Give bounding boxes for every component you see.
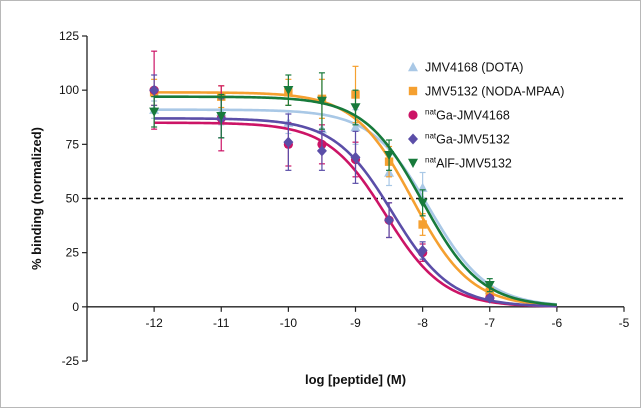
data-point [316, 96, 327, 106]
legend-marker [408, 86, 418, 96]
legend-label: JMV5132 (NODA-MPAA) [425, 85, 564, 99]
data-point [484, 292, 495, 304]
series-0 [149, 98, 557, 306]
y-tick-label: -25 [62, 354, 80, 368]
legend-label-superscript: nat [425, 156, 437, 165]
data-point [418, 220, 427, 229]
y-tick-label: 75 [66, 137, 80, 151]
series-4 [149, 72, 557, 307]
data-point [350, 103, 361, 113]
legend-label-main: Ga-JMV4168 [436, 109, 510, 123]
data-point [417, 198, 428, 208]
legend-label: natGa-JMV5132 [425, 132, 510, 147]
data-point [384, 150, 395, 161]
legend-label-superscript: nat [425, 132, 437, 141]
data-point [149, 107, 160, 117]
data-point [216, 111, 227, 122]
legend-marker [408, 158, 418, 168]
data-point [283, 136, 294, 148]
x-tick-label: -12 [145, 316, 163, 330]
legend-label-main: Ga-JMV5132 [436, 133, 510, 147]
x-tick-label: -6 [552, 316, 563, 330]
data-point [316, 145, 327, 157]
x-tick-label: -7 [484, 316, 495, 330]
y-tick-label: 25 [66, 246, 80, 260]
legend-label: JMV4168 (DOTA) [425, 61, 523, 75]
x-tick-label: -10 [280, 316, 298, 330]
data-point [484, 280, 495, 291]
y-tick-label: 0 [72, 300, 79, 314]
y-tick-label: 50 [66, 192, 80, 206]
data-point [350, 122, 361, 132]
y-tick-label: 125 [59, 29, 79, 43]
x-tick-label: -8 [417, 316, 428, 330]
series-1 [149, 65, 557, 307]
legend-label-main: AlF-JMV5132 [436, 157, 512, 171]
y-axis-title: % binding (normalized) [29, 127, 44, 270]
data-point [350, 151, 361, 163]
data-point [384, 214, 395, 226]
legend-label-superscript: nat [425, 108, 437, 117]
legend-marker [408, 110, 418, 120]
x-tick-label: -11 [213, 316, 230, 330]
x-tick-label: -5 [619, 316, 630, 330]
legend: JMV4168 (DOTA)JMV5132 (NODA-MPAA)natGa-J… [408, 61, 564, 171]
x-tick-label: -9 [350, 316, 361, 330]
legend-marker [408, 133, 418, 145]
legend-label: natGa-JMV4168 [425, 108, 510, 123]
data-point [283, 85, 294, 96]
x-axis-title: log [peptide] (M) [305, 372, 406, 387]
legend-label: natAlF-JMV5132 [425, 156, 512, 171]
legend-marker [408, 62, 418, 72]
data-point [417, 245, 428, 256]
data-point [149, 84, 160, 96]
y-tick-label: 100 [59, 83, 79, 97]
